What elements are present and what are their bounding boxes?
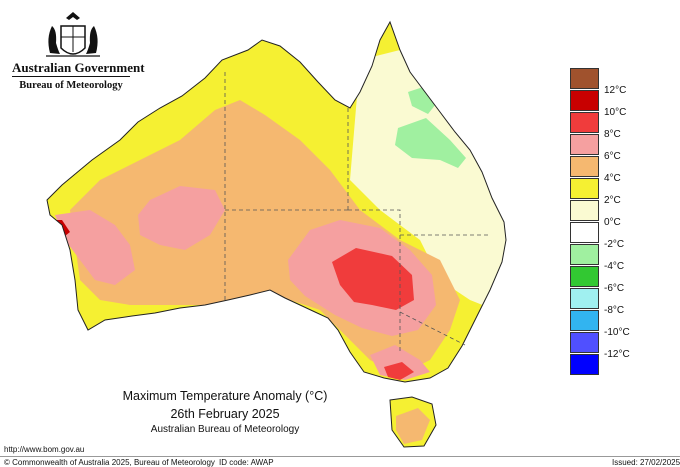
legend-swatch xyxy=(570,178,599,199)
footer-url-link[interactable]: http://www.bom.gov.au xyxy=(4,445,85,454)
anomaly-band-6c-vic xyxy=(370,345,430,380)
legend-label: 6°C xyxy=(604,151,621,162)
legend-swatch xyxy=(570,200,599,221)
legend-label: -8°C xyxy=(604,305,625,316)
legend-swatch xyxy=(570,354,599,375)
legend-label: -10°C xyxy=(604,327,630,338)
map-title-source: Australian Bureau of Meteorology xyxy=(150,424,300,435)
legend-label: 0°C xyxy=(604,217,621,228)
legend-label: -2°C xyxy=(604,239,625,250)
legend-swatch xyxy=(570,288,599,309)
legend-swatch xyxy=(570,156,599,177)
government-name: Australian Government xyxy=(12,60,145,75)
legend-swatch xyxy=(570,112,599,133)
legend-swatch xyxy=(570,332,599,353)
legend-label: 2°C xyxy=(604,195,621,206)
legend-swatch xyxy=(570,244,599,265)
header-divider xyxy=(12,76,130,77)
tasmania-coastline xyxy=(389,396,437,448)
legend-label: 4°C xyxy=(604,173,621,184)
map-title-main: Maximum Temperature Anomaly (°C) xyxy=(122,389,328,403)
footer-copyright: © Commonwealth of Australia 2025, Bureau… xyxy=(4,458,215,467)
anomaly-band-8c-vic xyxy=(384,362,414,380)
footer-issued-date: Issued: 27/02/2025 xyxy=(612,458,680,467)
legend-label: 10°C xyxy=(604,107,627,118)
legend-label: 12°C xyxy=(604,85,627,96)
footer-divider xyxy=(0,456,680,457)
agency-name: Bureau of Meteorology xyxy=(19,80,123,91)
anomaly-band-0c-east xyxy=(350,50,506,320)
coat-of-arms-icon xyxy=(46,12,100,57)
legend-label: -12°C xyxy=(604,349,630,360)
legend-swatch xyxy=(570,134,599,155)
legend-swatch xyxy=(570,222,599,243)
mainland-coastline xyxy=(46,20,507,383)
border-nsw-vic xyxy=(399,311,466,346)
legend-swatch xyxy=(570,310,599,331)
tas-band-4c xyxy=(396,408,430,444)
legend-swatch xyxy=(570,68,599,89)
legend-label: -6°C xyxy=(604,283,625,294)
legend-label: 8°C xyxy=(604,129,621,140)
legend-label: -4°C xyxy=(604,261,625,272)
anomaly-band-neg2c-qld xyxy=(395,118,466,168)
anomaly-band-6c-wa-west xyxy=(55,210,135,285)
footer-id-code: ID code: AWAP xyxy=(219,458,274,467)
border-qld-nsw xyxy=(348,209,490,236)
anomaly-band-8c-sa xyxy=(332,248,414,310)
map-title-date: 26th February 2025 xyxy=(170,407,280,421)
legend-swatch xyxy=(570,266,599,287)
map-title: Maximum Temperature Anomaly (°C) 26th Fe… xyxy=(100,388,350,437)
state-borders xyxy=(224,72,490,352)
legend-swatch xyxy=(570,90,599,111)
anomaly-band-6c-wa-central xyxy=(138,186,225,250)
